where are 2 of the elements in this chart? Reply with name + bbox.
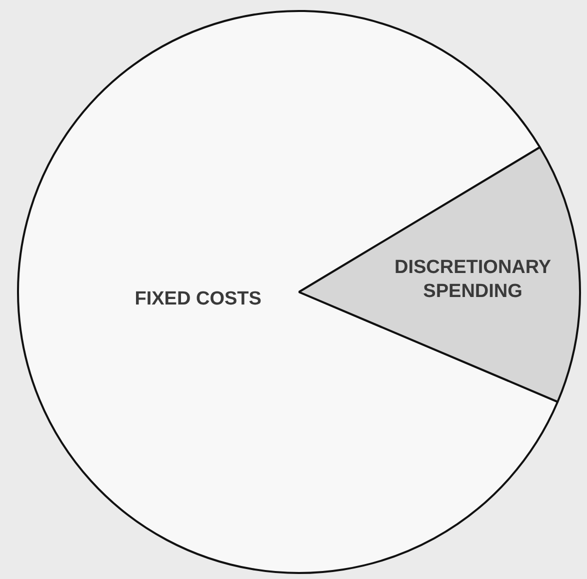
- slice-label: FIXED COSTS: [134, 288, 262, 310]
- slice-label: DISCRETIONARY SPENDING: [394, 257, 552, 302]
